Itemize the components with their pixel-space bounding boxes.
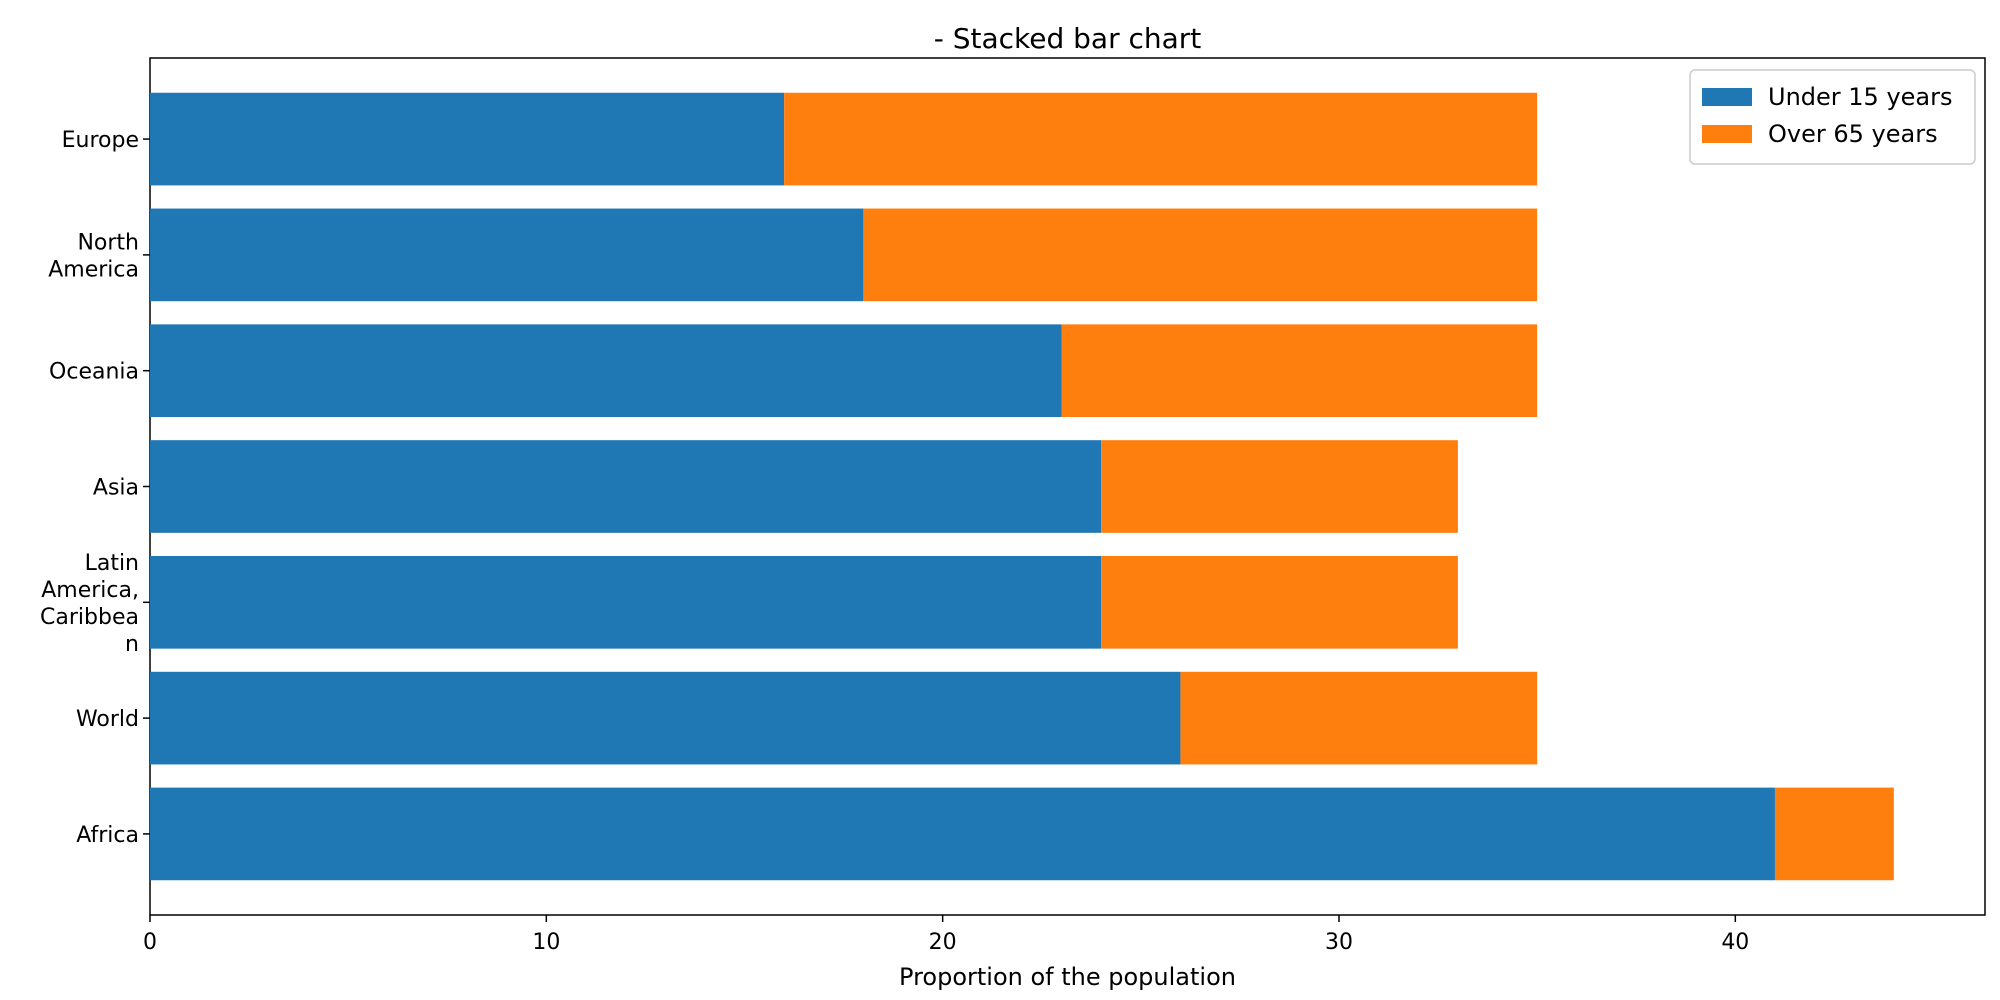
bar-segment-over-65-6 [1774, 787, 1894, 881]
bar-segment-over-65-4 [1101, 555, 1458, 649]
x-tick-label-3: 30 [1325, 930, 1353, 955]
legend-box [1689, 69, 1976, 165]
bar-segment-under-15-5 [150, 671, 1181, 765]
x-tick-label-4: 40 [1721, 930, 1749, 955]
chart-title: - Stacked bar chart [934, 22, 1202, 55]
bar-segment-over-65-3 [1101, 440, 1458, 533]
bar-segment-under-15-6 [150, 787, 1775, 881]
y-tick-label-3: Asia [93, 476, 139, 501]
bar-segment-over-65-2 [1061, 324, 1538, 418]
y-tick-label-6: Africa [76, 823, 139, 848]
y-tick-label-5: World [76, 707, 139, 732]
bar-segment-over-65-5 [1180, 671, 1538, 765]
bars-layer [150, 92, 1894, 881]
bar-segment-over-65-1 [863, 208, 1538, 302]
y-tick-label-4: Latin America, Caribbea n [40, 551, 139, 657]
x-axis: 0 10 20 30 40 [143, 915, 1749, 955]
bar-segment-under-15-0 [150, 92, 785, 186]
bar-segment-under-15-4 [150, 555, 1102, 649]
y-tick-label-2: Oceania [49, 360, 139, 385]
x-tick-label-0: 0 [143, 930, 157, 955]
legend-label-0: Under 15 years [1768, 83, 1953, 111]
bar-segment-under-15-3 [150, 440, 1102, 533]
y-axis: Europe North America Oceania Asia Latin Americ… [40, 128, 150, 848]
legend-label-1: Over 65 years [1768, 120, 1938, 148]
bar-segment-under-15-1 [150, 208, 864, 302]
legend: Under 15 years Over 65 years [1689, 69, 1976, 165]
bar-segment-over-65-0 [784, 92, 1538, 186]
legend-swatch-0 [1702, 88, 1752, 106]
y-tick-label-1: North America [48, 230, 139, 282]
x-axis-label: Proportion of the population [899, 963, 1236, 991]
legend-swatch-1 [1702, 125, 1752, 143]
x-tick-label-1: 10 [532, 930, 560, 955]
x-tick-label-2: 20 [929, 930, 957, 955]
bar-segment-under-15-2 [150, 324, 1062, 418]
y-tick-label-0: Europe [62, 128, 139, 153]
